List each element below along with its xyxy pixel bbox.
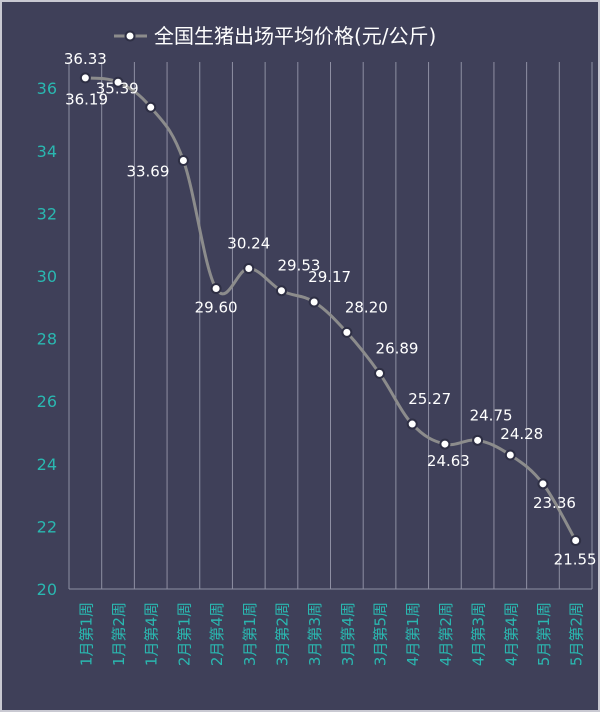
data-point (570, 534, 582, 546)
data-label: 36.33 (64, 50, 107, 68)
y-tick-label: 24 (37, 455, 57, 474)
data-point (537, 478, 549, 490)
y-tick-label: 34 (37, 142, 57, 161)
data-label: 33.69 (126, 163, 169, 181)
y-tick-label: 20 (37, 580, 57, 599)
x-tick-label: 4月第3周 (470, 602, 488, 666)
x-tick-label: 3月第2周 (273, 602, 291, 666)
data-label: 25.27 (408, 390, 451, 408)
x-tick-label: 2月第4周 (208, 602, 226, 666)
x-tick-label: 3月第3周 (306, 602, 324, 666)
y-tick-label: 22 (37, 517, 57, 536)
data-label: 30.24 (227, 234, 270, 252)
data-point (243, 262, 255, 274)
data-point (275, 285, 287, 297)
x-tick-label: 2月第1周 (175, 602, 193, 666)
x-tick-label: 3月第5周 (372, 602, 390, 666)
data-label: 29.17 (308, 268, 351, 286)
x-tick-label: 4月第1周 (404, 602, 422, 666)
data-point (112, 76, 124, 88)
data-label: 21.55 (554, 550, 597, 568)
legend-marker (124, 30, 136, 42)
y-tick-label: 32 (37, 204, 57, 223)
data-point (472, 434, 484, 446)
legend-label: 全国生猪出场平均价格(元/公斤) (154, 24, 436, 48)
data-label: 29.53 (277, 257, 320, 275)
data-point (210, 283, 222, 295)
x-tick-label: 1月第1周 (77, 602, 95, 666)
data-point (177, 155, 189, 167)
y-tick-label: 28 (37, 330, 57, 349)
x-tick-label: 3月第1周 (241, 602, 259, 666)
y-tick-label: 36 (37, 79, 57, 98)
data-label: 29.60 (195, 299, 238, 317)
data-point (374, 367, 386, 379)
y-tick-label: 26 (37, 392, 57, 411)
data-label: 23.36 (533, 494, 576, 512)
data-point (79, 72, 91, 84)
data-label: 36.19 (65, 90, 108, 108)
data-point (406, 418, 418, 430)
data-point (145, 101, 157, 113)
x-tick-label: 1月第2周 (110, 602, 128, 666)
x-tick-label: 5月第2周 (568, 602, 586, 666)
y-tick-label: 30 (37, 267, 57, 286)
data-point (504, 449, 516, 461)
data-point (439, 438, 451, 450)
x-tick-label: 4月第2周 (437, 602, 455, 666)
data-label: 24.75 (470, 406, 513, 424)
data-label: 26.89 (376, 339, 419, 357)
data-label: 24.63 (427, 452, 470, 470)
data-point (341, 326, 353, 338)
x-tick-label: 5月第1周 (535, 602, 553, 666)
data-label: 24.28 (500, 425, 543, 443)
x-tick-label: 1月第4周 (143, 602, 161, 666)
data-point (308, 296, 320, 308)
data-label: 28.20 (345, 298, 388, 316)
series-line (85, 76, 577, 542)
x-tick-label: 3月第4周 (339, 602, 357, 666)
data-label: 35.39 (96, 79, 139, 97)
x-tick-label: 4月第4周 (502, 602, 520, 666)
